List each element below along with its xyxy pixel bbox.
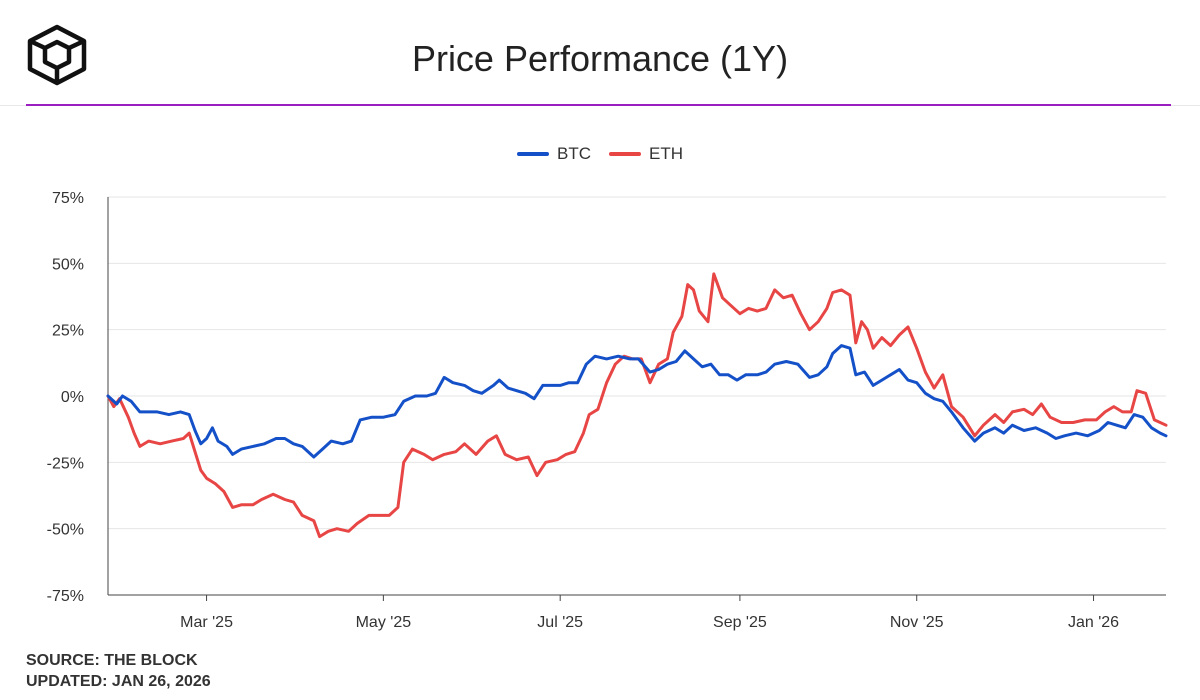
x-tick-label: Sep '25 bbox=[713, 614, 767, 631]
y-tick-label: -75% bbox=[47, 588, 84, 605]
updated-note: UPDATED: JAN 26, 2026 bbox=[26, 673, 211, 690]
y-tick-label: 25% bbox=[52, 323, 84, 340]
legend-label-btc: BTC bbox=[557, 144, 591, 163]
x-tick-label: May '25 bbox=[356, 614, 412, 631]
the-block-cube-logo-icon bbox=[27, 24, 87, 86]
chart-title: Price Performance (1Y) bbox=[411, 38, 789, 79]
price-performance-chart: 75% 50% 25% 0% -25% -50% -75% Mar '25 May '25 Ju… bbox=[47, 190, 1168, 631]
x-axis: Mar '25 May '25 Jul '25 Sep '25 Nov '25 Jan '… bbox=[108, 594, 1166, 631]
x-tick-label: Nov '25 bbox=[890, 614, 944, 631]
x-tick-label: Jan '26 bbox=[1068, 614, 1119, 631]
legend-item-eth[interactable]: ETH bbox=[609, 144, 683, 164]
chart-legend: BTC ETH bbox=[0, 144, 1200, 164]
series-line-btc bbox=[106, 344, 1168, 459]
y-tick-label: -25% bbox=[47, 455, 84, 472]
source-note: SOURCE: THE BLOCK bbox=[26, 652, 198, 669]
series-line-eth bbox=[106, 272, 1168, 539]
legend-label-eth: ETH bbox=[649, 144, 683, 163]
legend-swatch-eth bbox=[609, 152, 641, 156]
y-tick-label: 50% bbox=[52, 256, 84, 273]
y-axis: 75% 50% 25% 0% -25% -50% -75% bbox=[47, 190, 109, 605]
legend-swatch-btc bbox=[517, 152, 549, 156]
x-tick-label: Mar '25 bbox=[180, 614, 233, 631]
series-lines bbox=[106, 272, 1168, 539]
x-tick-label: Jul '25 bbox=[537, 614, 583, 631]
y-tick-label: 0% bbox=[61, 389, 84, 406]
y-tick-label: 75% bbox=[52, 190, 84, 207]
legend-item-btc[interactable]: BTC bbox=[517, 144, 591, 164]
chart-footer: SOURCE: THE BLOCK UPDATED: JAN 26, 2026 bbox=[26, 650, 211, 692]
header-accent-rule bbox=[26, 104, 1171, 106]
y-tick-label: -50% bbox=[47, 522, 84, 539]
grid-lines bbox=[108, 196, 1166, 596]
